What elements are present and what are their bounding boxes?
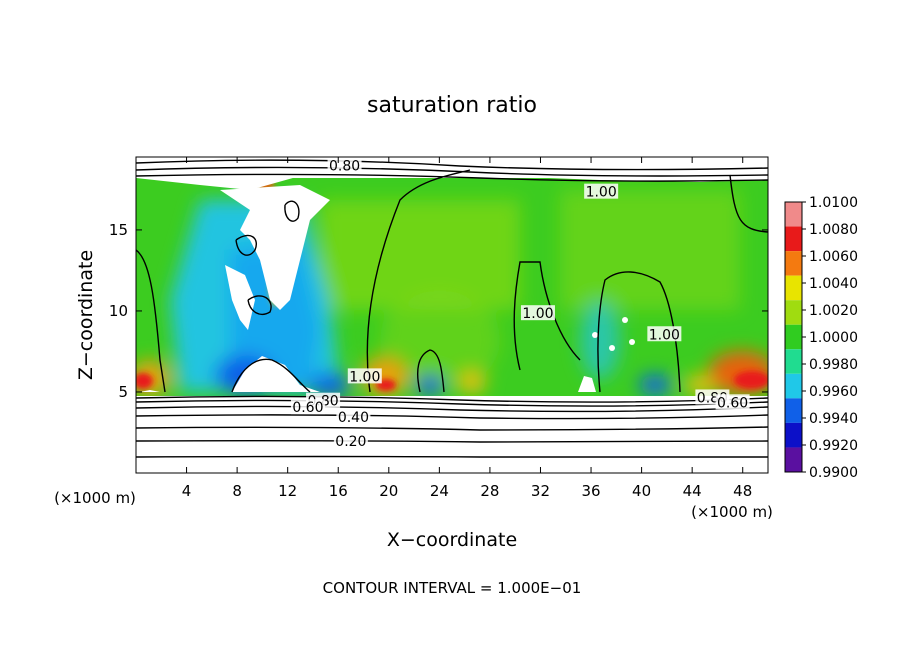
contour-label: 0.80 <box>329 159 360 175</box>
x-unit-left: (×1000 m) <box>54 489 136 507</box>
colorbar-segment <box>785 251 802 276</box>
colorbar-label: 1.0100 <box>809 195 858 211</box>
contour-label-bg <box>647 326 682 342</box>
x-axis-ticks: 4 8 12 16 20 24 28 32 36 40 44 48 <box>182 157 752 500</box>
colorbar-segment <box>785 398 802 423</box>
colorbar-segment <box>785 300 802 325</box>
x-tick-label: 8 <box>232 482 242 500</box>
contour-label-bg <box>327 157 362 173</box>
colorbar-label: 1.0000 <box>809 330 858 346</box>
colorbar-label: 0.9900 <box>809 465 858 481</box>
x-tick-label: 16 <box>329 482 348 500</box>
y-tick-label: 10 <box>109 302 128 320</box>
contour-label-bg <box>333 433 368 449</box>
x-tick-label: 12 <box>278 482 297 500</box>
x-axis-label: X−coordinate <box>387 529 517 551</box>
contour-label-bg <box>715 394 750 410</box>
colorbar-label: 0.9960 <box>809 384 858 400</box>
contour-label: 1.00 <box>649 327 680 343</box>
x-tick-label: 48 <box>733 482 752 500</box>
y-tick-label: 5 <box>118 383 128 401</box>
colorbar-label: 1.0080 <box>809 222 858 238</box>
contour-label-bg <box>290 399 325 415</box>
contour-interval-note: CONTOUR INTERVAL = 1.000E−01 <box>323 579 582 597</box>
contour-label-bg <box>336 408 371 424</box>
colorbar-segment <box>785 275 802 301</box>
colorbar-segment <box>785 202 802 227</box>
y-axis-label: Z−coordinate <box>75 250 97 380</box>
plot-frame <box>135 156 769 474</box>
x-tick-label: 32 <box>531 482 550 500</box>
x-tick-label: 40 <box>632 482 651 500</box>
subsaturated-regions <box>136 157 768 473</box>
colorbar-label: 1.0060 <box>809 249 858 265</box>
colorbar-label: 1.0020 <box>809 303 858 319</box>
chart-title: saturation ratio <box>367 93 537 118</box>
contour-labels: 0.801.001.001.001.000.800.600.400.200.80… <box>290 157 750 450</box>
colorbar-segment <box>785 447 802 472</box>
x-tick-label: 44 <box>683 482 702 500</box>
x-tick-label: 28 <box>480 482 499 500</box>
x-tick-label: 24 <box>430 482 449 500</box>
colorbar-label: 1.0040 <box>809 276 858 292</box>
contour-label: 1.00 <box>522 306 553 322</box>
x-tick-label: 4 <box>182 482 192 500</box>
contour-label-bg <box>347 368 382 384</box>
contour-label: 1.00 <box>349 369 380 385</box>
colorbar-segment <box>785 373 802 399</box>
plot-field: 0.801.001.001.001.000.800.600.400.200.80… <box>136 157 768 473</box>
colorbar-label: 0.9980 <box>809 357 858 373</box>
colorbar: 1.0100 1.0080 1.0060 1.0040 1.0020 1.0000 0.99… <box>784 195 858 481</box>
contour-label-bg <box>584 183 619 199</box>
y-axis-ticks: 5 10 15 <box>109 221 768 401</box>
contour-label-bg <box>520 305 555 321</box>
x-tick-label: 36 <box>581 482 600 500</box>
colorbar-segment <box>785 226 802 252</box>
colorbar-segment <box>785 349 802 374</box>
contour-label: 0.20 <box>335 434 366 450</box>
contour-label: 1.00 <box>586 185 617 201</box>
contour-label: 0.60 <box>292 400 323 416</box>
contour-lines <box>136 159 768 458</box>
contour-label: 0.40 <box>338 410 369 426</box>
colorbar-label: 0.9940 <box>809 411 858 427</box>
contour-label: 0.60 <box>717 395 748 411</box>
x-unit-right: (×1000 m) <box>691 503 773 521</box>
colorbar-label: 0.9920 <box>809 438 858 454</box>
colorbar-segment <box>785 324 802 350</box>
y-tick-label: 15 <box>109 221 128 239</box>
colorbar-segment <box>785 422 802 448</box>
x-tick-label: 20 <box>379 482 398 500</box>
